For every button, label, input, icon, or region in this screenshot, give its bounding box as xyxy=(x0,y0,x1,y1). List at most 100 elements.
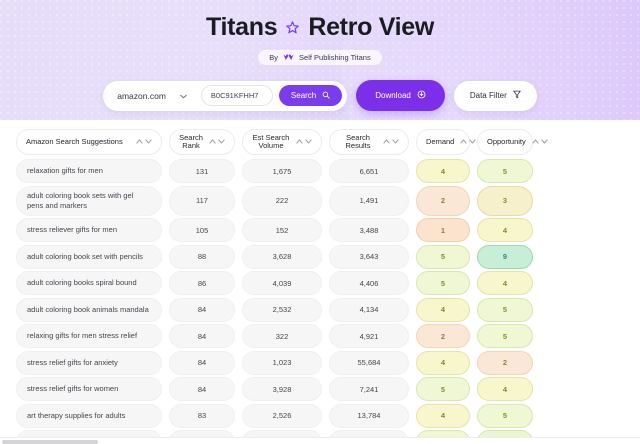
sort-descending-icon[interactable] xyxy=(541,138,548,147)
cell-results: 3,643 xyxy=(329,244,409,269)
column-sort-control[interactable] xyxy=(136,138,152,147)
asin-input[interactable] xyxy=(200,85,273,106)
cell-keyword: adult coloring book sets with gel pens a… xyxy=(16,185,162,216)
cell-rank: 83 xyxy=(169,403,235,428)
cell-volume: 2,526 xyxy=(242,403,322,428)
sort-ascending-icon[interactable] xyxy=(532,138,539,147)
download-circle-icon xyxy=(417,90,426,101)
cell-rank: 105 xyxy=(169,218,235,242)
column-header-label: Est Search Volume xyxy=(252,133,290,150)
table-row[interactable]: stress relief gifts for women 84 3,928 7,24… xyxy=(0,377,640,401)
cell-demand: 2 xyxy=(416,185,470,216)
cell-volume: 322 xyxy=(242,324,322,348)
self-publishing-titans-logo-icon xyxy=(283,53,294,62)
page-title: Titans Retro View xyxy=(0,0,640,42)
cell-rank: 86 xyxy=(169,271,235,295)
sort-descending-icon[interactable] xyxy=(305,138,312,147)
search-button[interactable]: Search xyxy=(278,85,343,106)
cell-opportunity: 2 xyxy=(477,350,533,375)
column-header-demand[interactable]: Demand xyxy=(416,129,476,155)
cell-rank: 84 xyxy=(169,297,235,322)
horizontal-scrollbar[interactable] xyxy=(0,437,640,444)
column-header-label: Amazon Search Suggestions xyxy=(26,137,123,147)
cell-keyword: stress relief gifts for anxiety xyxy=(16,350,162,375)
column-header-label: Search Results xyxy=(345,133,371,150)
scrollbar-thumb[interactable] xyxy=(2,439,98,444)
column-sort-control[interactable] xyxy=(209,138,225,147)
funnel-icon xyxy=(513,90,521,101)
cell-rank: 84 xyxy=(169,324,235,348)
cell-demand: 4 xyxy=(416,297,470,322)
cell-opportunity: 5 xyxy=(477,403,533,428)
table-row[interactable]: adult coloring book sets with gel pens a… xyxy=(0,185,640,216)
table-body: relaxation gifts for men 131 1,675 6,651 4 5 a… xyxy=(0,159,640,444)
page-title-prefix: Titans xyxy=(205,13,278,41)
sort-ascending-icon[interactable] xyxy=(383,138,390,147)
column-sort-control[interactable] xyxy=(296,138,312,147)
cell-rank: 117 xyxy=(169,185,235,216)
cell-rank: 131 xyxy=(169,159,235,183)
search-toolbar: amazon.com Search Download Data xyxy=(0,80,640,111)
sort-descending-icon[interactable] xyxy=(392,138,399,147)
cell-opportunity: 9 xyxy=(477,244,533,269)
column-header-label: Demand xyxy=(426,137,455,147)
column-header-keyword[interactable]: Amazon Search Suggestions xyxy=(16,129,162,155)
sort-ascending-icon[interactable] xyxy=(460,138,467,147)
sort-ascending-icon[interactable] xyxy=(209,138,216,147)
star-icon xyxy=(285,20,300,35)
cell-keyword: stress reliever gifts for men xyxy=(16,218,162,242)
column-header-opportunity[interactable]: Opportunity xyxy=(477,129,548,155)
data-filter-button[interactable]: Data Filter xyxy=(453,80,537,111)
sort-descending-icon[interactable] xyxy=(218,138,225,147)
cell-keyword: art therapy supplies for adults xyxy=(16,403,162,428)
cell-results: 4,921 xyxy=(329,324,409,348)
cell-results: 7,241 xyxy=(329,377,409,401)
column-sort-control[interactable] xyxy=(383,138,399,147)
column-header-rank[interactable]: Search Rank xyxy=(169,129,235,155)
sort-descending-icon[interactable] xyxy=(145,138,152,147)
cell-results: 4,406 xyxy=(329,271,409,295)
table-row[interactable]: adult coloring books spiral bound 86 4,039… xyxy=(0,271,640,295)
cell-volume: 152 xyxy=(242,218,322,242)
table-row[interactable]: relaxing gifts for men stress relief 84 32… xyxy=(0,324,640,348)
search-button-label: Search xyxy=(290,91,317,100)
table-row[interactable]: stress relief gifts for anxiety 84 1,023 55… xyxy=(0,350,640,375)
column-header-volume[interactable]: Est Search Volume xyxy=(242,129,322,155)
cell-opportunity: 4 xyxy=(477,218,533,242)
cell-volume: 3,928 xyxy=(242,377,322,401)
sort-ascending-icon[interactable] xyxy=(136,138,143,147)
column-sort-control[interactable] xyxy=(532,138,548,147)
search-icon xyxy=(322,91,330,101)
table-row[interactable]: relaxation gifts for men 131 1,675 6,651 4 5 xyxy=(0,159,640,183)
table-header-row: Amazon Search Suggestions Search Rank Est … xyxy=(0,128,640,156)
cell-rank: 84 xyxy=(169,377,235,401)
sort-ascending-icon[interactable] xyxy=(296,138,303,147)
download-button[interactable]: Download xyxy=(356,80,445,111)
byline-prefix: By xyxy=(269,53,279,62)
sort-descending-icon[interactable] xyxy=(469,138,476,147)
table-row[interactable]: adult coloring book animals mandala 84 2,5… xyxy=(0,297,640,322)
table-row[interactable]: adult coloring book set with pencils 88 3,… xyxy=(0,244,640,269)
table-row[interactable]: stress reliever gifts for men 105 152 3,488… xyxy=(0,218,640,242)
column-sort-control[interactable] xyxy=(460,138,476,147)
table-row[interactable]: art therapy supplies for adults 83 2,526 13… xyxy=(0,403,640,428)
column-header-results[interactable]: Search Results xyxy=(329,129,409,155)
byline-brand: Self Publishing Titans xyxy=(299,53,371,62)
cell-results: 6,651 xyxy=(329,159,409,183)
cell-demand: 2 xyxy=(416,324,470,348)
column-header-label: Search Rank xyxy=(179,133,203,150)
cell-demand: 1 xyxy=(416,218,470,242)
cell-rank: 88 xyxy=(169,244,235,269)
cell-results: 55,684 xyxy=(329,350,409,375)
search-bar: amazon.com Search xyxy=(103,80,348,111)
cell-results: 1,491 xyxy=(329,185,409,216)
page-header: Titans Retro View By Self Publishing Tit… xyxy=(0,0,640,120)
cell-keyword: stress relief gifts for women xyxy=(16,377,162,401)
cell-volume: 4,039 xyxy=(242,271,322,295)
cell-opportunity: 4 xyxy=(477,271,533,295)
cell-demand: 4 xyxy=(416,159,470,183)
marketplace-select[interactable]: amazon.com xyxy=(103,91,195,101)
download-button-label: Download xyxy=(375,91,411,100)
cell-keyword: adult coloring book set with pencils xyxy=(16,244,162,269)
cell-volume: 2,532 xyxy=(242,297,322,322)
